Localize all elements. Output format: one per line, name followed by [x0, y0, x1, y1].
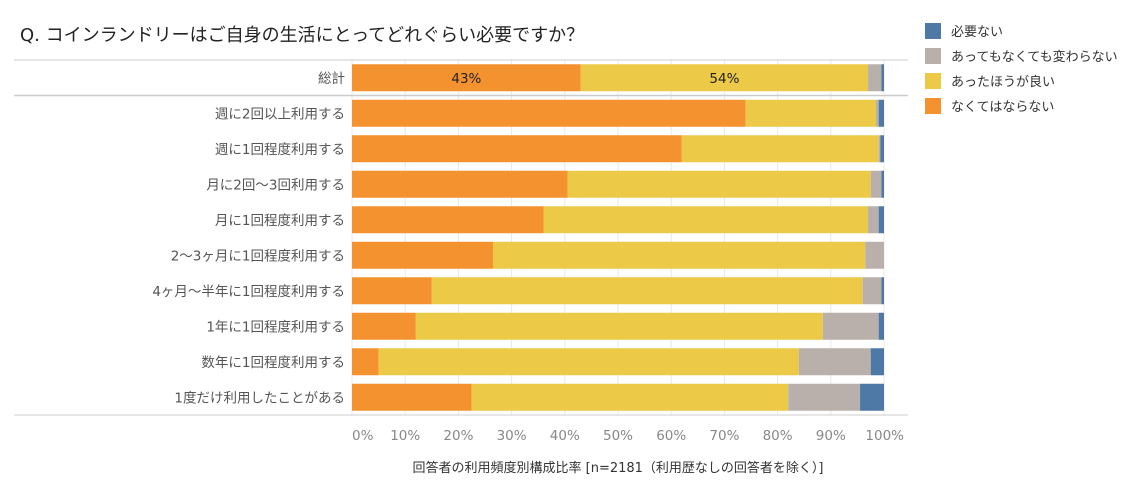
- x-tick-label: 60%: [656, 428, 686, 444]
- bar-segment: [881, 170, 884, 198]
- bar-segment: [378, 348, 799, 376]
- data-label: 54%: [709, 71, 739, 87]
- bar-segment: [352, 135, 682, 163]
- legend-label-kawaranai: あってもなくても変わらない: [951, 50, 1118, 65]
- x-tick-label: 70%: [709, 428, 739, 444]
- legend-item-nakute-wa-naranai[interactable]: なくてはならない: [925, 93, 1118, 118]
- chart-title: Q. コインランドリーはご自身の生活にとってどれぐらい必要ですか？: [20, 25, 585, 46]
- x-tick-label: 90%: [816, 428, 846, 444]
- bar-segment: [431, 277, 863, 305]
- bar-segment: [352, 348, 379, 376]
- category-label: 週に1回程度利用する: [215, 142, 345, 158]
- bar-segment: [352, 312, 416, 340]
- bar-segment: [876, 99, 879, 127]
- legend-swatch-kawaranai: [925, 47, 941, 64]
- bar-segment: [870, 170, 882, 198]
- bar-segment: [788, 383, 861, 411]
- bar-segment: [822, 312, 879, 340]
- bar-segment: [492, 241, 866, 269]
- category-label: 2～3ヶ月に1回程度利用する: [171, 248, 345, 264]
- bar-segment: [881, 277, 884, 305]
- x-tick-label: 40%: [550, 428, 580, 444]
- bar-segment: [798, 348, 871, 376]
- category-label: 1度だけ利用したことがある: [174, 390, 345, 406]
- x-tick-label: 10%: [390, 428, 420, 444]
- bar-segment: [352, 206, 544, 234]
- bar-segment: [860, 383, 884, 411]
- x-tick-label: 80%: [763, 428, 793, 444]
- bar-segment: [878, 206, 884, 234]
- legend: 必要ない あってもなくても変わらない あったほうが良い なくてはならない: [925, 18, 1118, 118]
- legend-swatch-hitsuyou-nai: [925, 22, 941, 39]
- bar-segment: [352, 277, 432, 305]
- category-label: 月に2回～3回利用する: [206, 177, 345, 193]
- bar-segment: [868, 206, 879, 234]
- bar-segment: [580, 64, 869, 92]
- bar-segment: [868, 64, 882, 92]
- bar-segment: [352, 170, 568, 198]
- data-label: 43%: [451, 71, 481, 87]
- bar-segment: [415, 312, 823, 340]
- bar-segment: [878, 135, 881, 163]
- legend-label-hitsuyou-nai: 必要ない: [951, 25, 1004, 40]
- legend-item-hitsuyou-nai[interactable]: 必要ない: [925, 18, 1118, 43]
- x-axis-title: 回答者の利用頻度別構成比率 [n=2181（利用歴なしの回答者を除く）]: [412, 461, 824, 476]
- bar-segment: [471, 383, 789, 411]
- category-label: 4ヶ月～半年に1回程度利用する: [152, 284, 345, 300]
- bar-segment: [567, 170, 871, 198]
- x-tick-label: 50%: [603, 428, 633, 444]
- bar-segment: [870, 348, 884, 376]
- x-tick-label: 0%: [352, 428, 374, 444]
- legend-item-kawaranai[interactable]: あってもなくても変わらない: [925, 43, 1118, 68]
- x-tick-label: 100%: [865, 428, 904, 444]
- category-label: 週に2回以上利用する: [215, 106, 345, 122]
- legend-swatch-atta-hou-ga-yoi: [925, 72, 941, 89]
- category-label: 数年に1回程度利用する: [201, 355, 345, 371]
- bar-segment: [865, 241, 884, 269]
- category-label: 月に1回程度利用する: [215, 213, 345, 229]
- x-tick-label: 30%: [497, 428, 527, 444]
- bar-segment: [681, 135, 879, 163]
- bar-segment: [543, 206, 869, 234]
- legend-item-atta-hou-ga-yoi[interactable]: あったほうが良い: [925, 68, 1118, 93]
- bar-segment: [352, 64, 581, 92]
- bar-segment: [878, 99, 884, 127]
- bar-segment: [878, 312, 884, 340]
- legend-label-atta-hou-ga-yoi: あったほうが良い: [951, 75, 1056, 90]
- bar-segment: [352, 241, 493, 269]
- x-tick-label: 20%: [443, 428, 473, 444]
- bar-segment: [862, 277, 882, 305]
- category-label: 1年に1回程度利用する: [206, 319, 345, 335]
- bar-segment: [881, 64, 884, 92]
- legend-swatch-nakute-wa-naranai: [925, 97, 941, 114]
- category-label: 総計: [318, 71, 345, 87]
- bar-segment: [352, 99, 746, 127]
- legend-label-nakute-wa-naranai: なくてはならない: [951, 100, 1055, 115]
- bar-segment: [745, 99, 877, 127]
- bar-segment: [352, 383, 472, 411]
- bar-segment: [880, 135, 884, 163]
